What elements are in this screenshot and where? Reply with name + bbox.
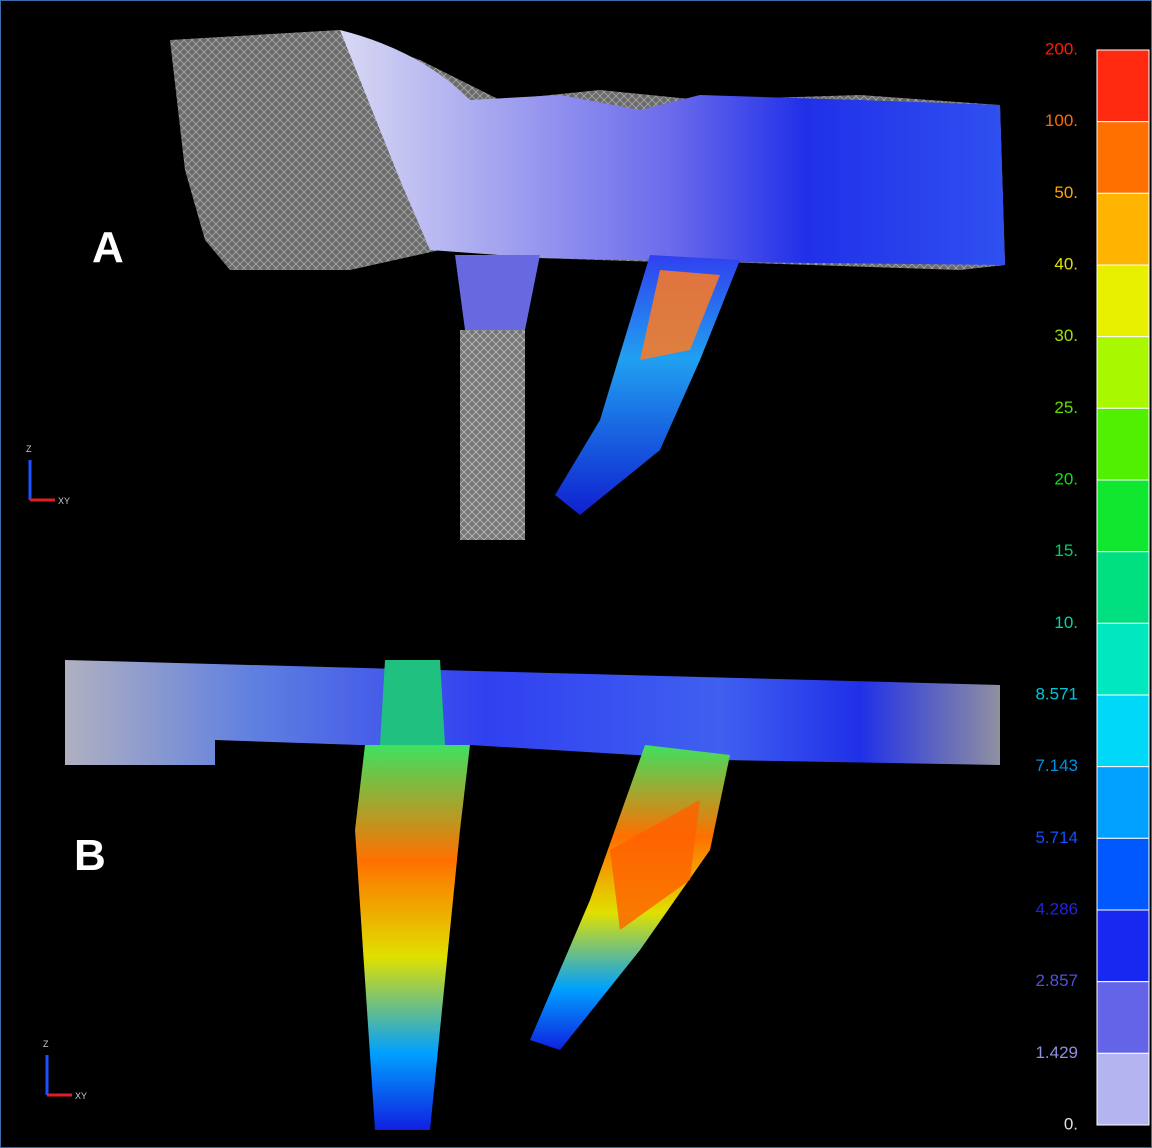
- legend-label: 2.857: [1035, 971, 1078, 990]
- axis-label: XY: [58, 496, 70, 506]
- legend-segment: [1097, 767, 1149, 839]
- legend-segment: [1097, 193, 1149, 265]
- legend-segment: [1097, 695, 1149, 767]
- legend-label: 4.286: [1035, 899, 1078, 918]
- axis-label: Z: [26, 444, 32, 454]
- legend-label: 20.: [1054, 469, 1078, 488]
- legend-segment: [1097, 552, 1149, 624]
- legend-label: 0.: [1064, 1114, 1078, 1133]
- legend-label: 50.: [1054, 183, 1078, 202]
- legend-segment: [1097, 623, 1149, 695]
- legend-label: 200.: [1045, 39, 1078, 58]
- legend-segment: [1097, 265, 1149, 337]
- legend-segment: [1097, 337, 1149, 409]
- legend-segment: [1097, 1053, 1149, 1125]
- legend-label: 40.: [1054, 254, 1078, 273]
- legend-label: 30.: [1054, 326, 1078, 345]
- panel-label: A: [92, 223, 124, 272]
- legend-segment: [1097, 408, 1149, 480]
- axis-label: XY: [75, 1091, 87, 1101]
- fea-screenshot: A B Z XY Z XY 200. 100. 50. 40. 30. 25. 20. 15.…: [0, 0, 1152, 1148]
- legend-label: 1.429: [1035, 1043, 1078, 1062]
- legend-label: 7.143: [1035, 756, 1078, 775]
- legend-label: 25.: [1054, 398, 1078, 417]
- panel-label: B: [74, 831, 106, 880]
- legend-label: 15.: [1054, 541, 1078, 560]
- legend-label: 8.571: [1035, 684, 1078, 703]
- legend-segment: [1097, 910, 1149, 982]
- legend-segment: [1097, 50, 1149, 122]
- legend-label: 5.714: [1035, 828, 1078, 847]
- legend-segment: [1097, 838, 1149, 910]
- legend-label: 10.: [1054, 613, 1078, 632]
- legend-label: 100.: [1045, 111, 1078, 130]
- legend-segment: [1097, 480, 1149, 552]
- legend-segment: [1097, 982, 1149, 1054]
- legend-segment: [1097, 122, 1149, 194]
- axis-label: Z: [43, 1039, 49, 1049]
